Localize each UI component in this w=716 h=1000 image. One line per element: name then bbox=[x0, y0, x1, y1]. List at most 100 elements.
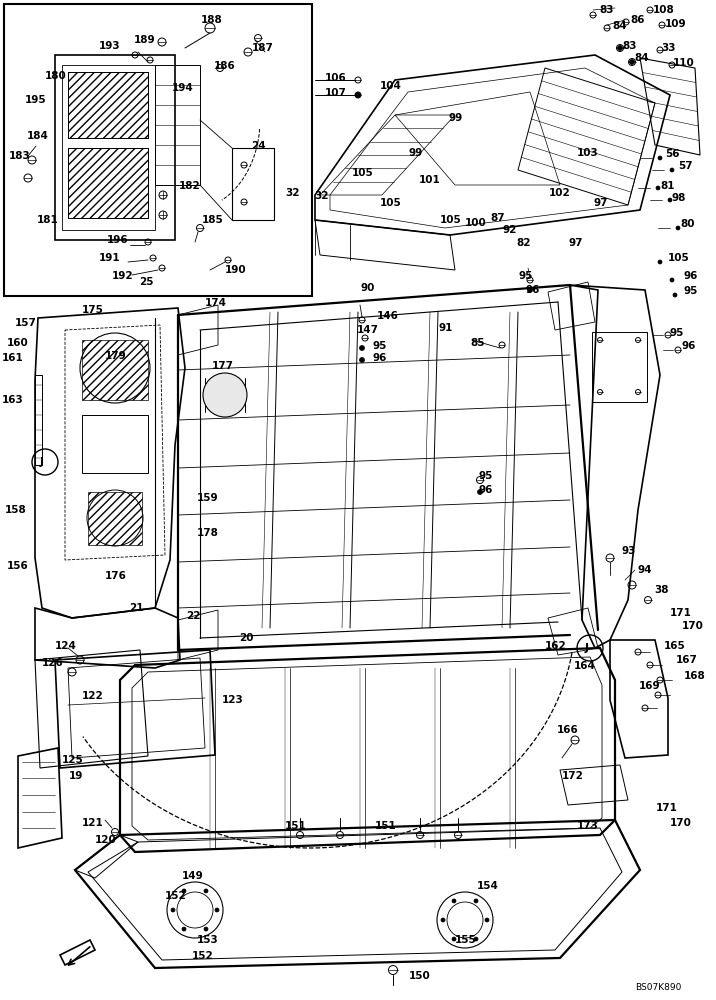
Text: 100: 100 bbox=[465, 218, 487, 228]
Text: BS07K890: BS07K890 bbox=[635, 984, 682, 992]
Text: 194: 194 bbox=[172, 83, 194, 93]
Text: 21: 21 bbox=[129, 603, 143, 613]
Text: 96: 96 bbox=[681, 341, 695, 351]
Text: 154: 154 bbox=[477, 881, 499, 891]
Circle shape bbox=[204, 889, 208, 893]
Text: 110: 110 bbox=[673, 58, 695, 68]
Text: 168: 168 bbox=[684, 671, 706, 681]
Text: 166: 166 bbox=[557, 725, 579, 735]
Circle shape bbox=[656, 186, 660, 190]
Circle shape bbox=[617, 45, 622, 50]
Circle shape bbox=[474, 937, 478, 941]
Text: 84: 84 bbox=[634, 53, 649, 63]
Text: 22: 22 bbox=[185, 611, 200, 621]
Text: 170: 170 bbox=[670, 818, 692, 828]
Text: 157: 157 bbox=[15, 318, 37, 328]
Circle shape bbox=[215, 908, 219, 912]
Text: 108: 108 bbox=[653, 5, 674, 15]
Text: 98: 98 bbox=[672, 193, 687, 203]
Text: 103: 103 bbox=[577, 148, 599, 158]
Text: 56: 56 bbox=[665, 149, 679, 159]
Text: 19: 19 bbox=[69, 771, 83, 781]
Text: 38: 38 bbox=[654, 585, 669, 595]
Text: 105: 105 bbox=[668, 253, 690, 263]
Circle shape bbox=[478, 489, 483, 494]
Circle shape bbox=[474, 899, 478, 903]
Text: 105: 105 bbox=[440, 215, 462, 225]
Text: 152: 152 bbox=[165, 891, 187, 901]
Text: 102: 102 bbox=[549, 188, 571, 198]
Text: 186: 186 bbox=[214, 61, 236, 71]
Text: 95: 95 bbox=[519, 271, 533, 281]
Circle shape bbox=[359, 346, 364, 351]
Text: 126: 126 bbox=[42, 658, 64, 668]
Text: 190: 190 bbox=[226, 265, 247, 275]
Text: 183: 183 bbox=[9, 151, 31, 161]
Text: 33: 33 bbox=[661, 43, 675, 53]
Text: 155: 155 bbox=[455, 935, 477, 945]
Text: 164: 164 bbox=[574, 661, 596, 671]
Circle shape bbox=[658, 260, 662, 264]
Text: 158: 158 bbox=[5, 505, 27, 515]
Text: 32: 32 bbox=[286, 188, 300, 198]
Text: 107: 107 bbox=[325, 88, 347, 98]
Polygon shape bbox=[88, 492, 142, 545]
Text: 86: 86 bbox=[630, 15, 644, 25]
Text: 192: 192 bbox=[112, 271, 134, 281]
Text: J: J bbox=[585, 643, 589, 653]
Circle shape bbox=[629, 60, 634, 64]
Text: 121: 121 bbox=[82, 818, 104, 828]
Text: 172: 172 bbox=[562, 771, 584, 781]
Circle shape bbox=[359, 358, 364, 362]
Text: J: J bbox=[40, 457, 44, 467]
Text: 32: 32 bbox=[315, 191, 329, 201]
Text: 83: 83 bbox=[599, 5, 614, 15]
Text: 95: 95 bbox=[373, 341, 387, 351]
Circle shape bbox=[203, 373, 247, 417]
Text: 152: 152 bbox=[192, 951, 214, 961]
Text: 25: 25 bbox=[139, 277, 153, 287]
Text: 147: 147 bbox=[357, 325, 379, 335]
Text: 170: 170 bbox=[682, 621, 704, 631]
Text: 177: 177 bbox=[212, 361, 234, 371]
Bar bbox=[82, 415, 148, 473]
Text: 160: 160 bbox=[7, 338, 29, 348]
Text: 105: 105 bbox=[352, 168, 374, 178]
Text: 109: 109 bbox=[665, 19, 687, 29]
Text: 92: 92 bbox=[503, 225, 517, 235]
Text: 91: 91 bbox=[439, 323, 453, 333]
Text: 153: 153 bbox=[197, 935, 219, 945]
Text: 159: 159 bbox=[197, 493, 219, 503]
Circle shape bbox=[668, 198, 672, 202]
Text: 80: 80 bbox=[680, 219, 695, 229]
Text: 95: 95 bbox=[684, 286, 698, 296]
Text: 187: 187 bbox=[252, 43, 274, 53]
Text: 95: 95 bbox=[479, 471, 493, 481]
Text: 193: 193 bbox=[100, 41, 121, 51]
Text: 87: 87 bbox=[490, 213, 505, 223]
Polygon shape bbox=[82, 340, 148, 400]
Text: 188: 188 bbox=[201, 15, 223, 25]
Text: 84: 84 bbox=[612, 21, 626, 31]
Text: 96: 96 bbox=[479, 485, 493, 495]
Text: 179: 179 bbox=[105, 351, 127, 361]
Text: 151: 151 bbox=[285, 821, 307, 831]
Text: 24: 24 bbox=[251, 141, 266, 151]
Circle shape bbox=[676, 226, 680, 230]
Text: 93: 93 bbox=[621, 546, 635, 556]
Text: 99: 99 bbox=[409, 148, 423, 158]
Polygon shape bbox=[68, 72, 148, 138]
Text: 184: 184 bbox=[27, 131, 49, 141]
Text: 124: 124 bbox=[55, 641, 77, 651]
Bar bbox=[232, 148, 274, 220]
Text: 173: 173 bbox=[577, 821, 599, 831]
Circle shape bbox=[673, 293, 677, 297]
Text: 146: 146 bbox=[377, 311, 399, 321]
Circle shape bbox=[356, 93, 360, 98]
Text: 94: 94 bbox=[638, 565, 652, 575]
Circle shape bbox=[171, 908, 175, 912]
Circle shape bbox=[528, 288, 533, 292]
Text: 182: 182 bbox=[179, 181, 201, 191]
Text: 20: 20 bbox=[238, 633, 253, 643]
Text: 150: 150 bbox=[409, 971, 431, 981]
